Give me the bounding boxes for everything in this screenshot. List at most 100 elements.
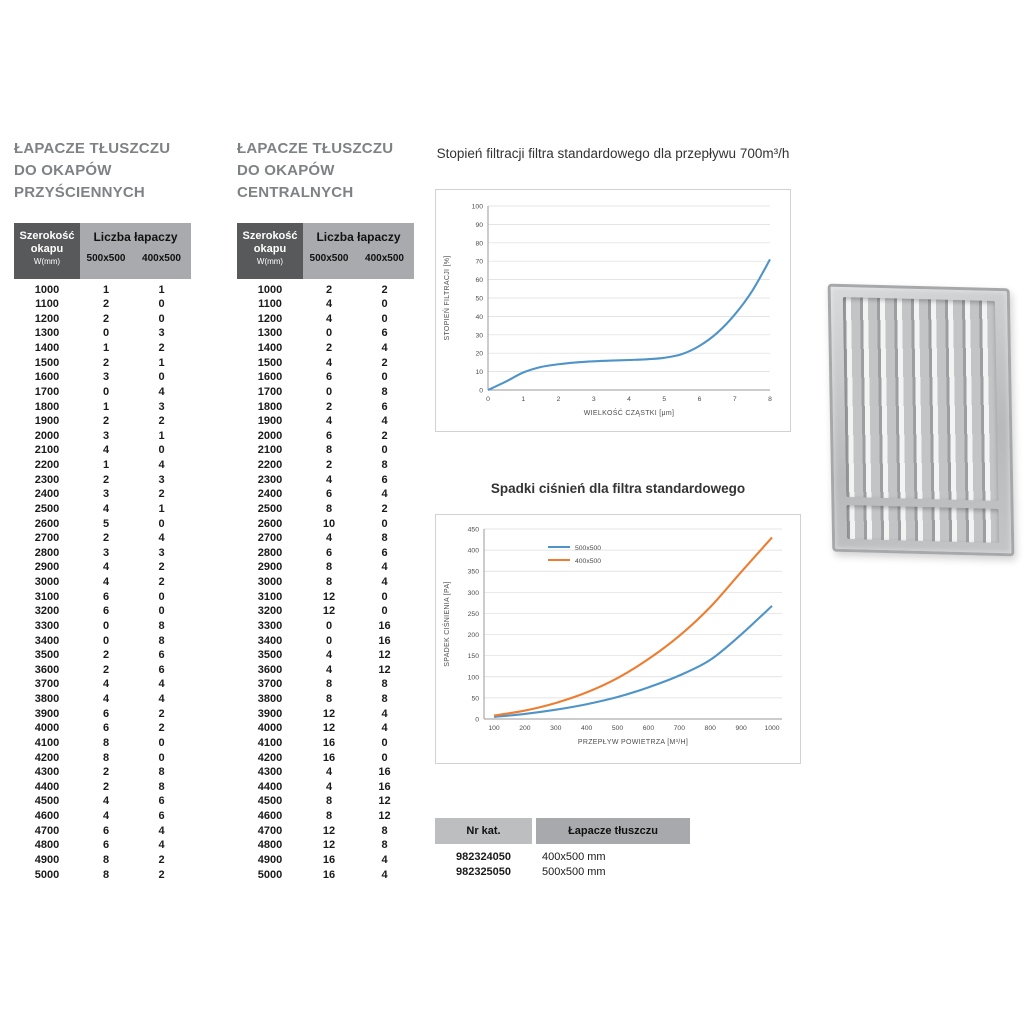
svg-text:4: 4 — [627, 396, 631, 403]
wall-title-line2: DO OKAPÓW — [14, 161, 112, 179]
table-row: 2600 5 0 — [34, 517, 165, 530]
svg-text:50: 50 — [471, 695, 479, 702]
table-row: 3500 4 12 — [257, 649, 391, 662]
table-row: 3000 4 2 — [34, 576, 165, 589]
col-header-500x500: 500x500 — [309, 253, 349, 265]
filter-baffles — [842, 297, 999, 501]
svg-text:60: 60 — [475, 277, 483, 284]
width-column-header: Szerokość okapu W(mm) — [237, 223, 303, 280]
table-row: 4200 8 0 — [34, 751, 165, 764]
svg-text:500x500: 500x500 — [575, 545, 601, 552]
svg-text:200: 200 — [519, 725, 531, 732]
wall-hoods-section: ŁAPACZE TŁUSZCZU DO OKAPÓW PRZYŚCIENNYCH… — [14, 138, 191, 882]
svg-text:200: 200 — [468, 632, 480, 639]
table-row: 2100 8 0 — [257, 444, 388, 457]
table-row: 4000 12 4 — [257, 722, 388, 735]
table-row: 4500 8 12 — [257, 795, 391, 808]
table-row: 3100 6 0 — [34, 590, 165, 603]
svg-text:10: 10 — [475, 369, 483, 376]
svg-text:PRZEPŁYW POWIETRZA [M³/H]: PRZEPŁYW POWIETRZA [M³/H] — [578, 739, 688, 746]
series-500x500 — [493, 605, 773, 718]
table-row: 1300 0 6 — [257, 327, 388, 340]
wall-title-line3: PRZYŚCIENNYCH — [14, 183, 145, 201]
table-row: 3600 4 12 — [257, 663, 391, 676]
table-row: 4600 4 6 — [34, 810, 165, 823]
table-row: 1700 0 4 — [34, 385, 165, 398]
table-row: 1400 2 4 — [257, 342, 388, 355]
svg-text:2: 2 — [557, 396, 561, 403]
central-hoods-section: ŁAPACZE TŁUSZCZU DO OKAPÓW CENTRALNYCH S… — [237, 138, 414, 882]
svg-text:5: 5 — [662, 396, 666, 403]
table-row: 1900 4 4 — [257, 415, 388, 428]
table-row: 3700 4 4 — [34, 678, 165, 691]
svg-text:500: 500 — [612, 725, 624, 732]
table-row: 2700 4 8 — [257, 532, 388, 545]
table-row: 1100 2 0 — [35, 298, 165, 311]
width-column-header: Szerokość okapu W(mm) — [14, 223, 80, 280]
svg-text:90: 90 — [475, 222, 483, 229]
catalog-row: 982324050 400x500 mm — [455, 850, 606, 863]
svg-text:WIELKOŚĆ CZĄSTKI [μm]: WIELKOŚĆ CZĄSTKI [μm] — [584, 408, 674, 417]
table-row: 1300 0 3 — [34, 327, 165, 340]
svg-text:STOPIEŃ FILTRACJI [%]: STOPIEŃ FILTRACJI [%] — [442, 256, 451, 341]
catalog-table-body: 982324050 400x500 mm 982325050 500x500 mm — [435, 849, 695, 879]
table-row: 4400 4 16 — [257, 780, 391, 793]
table-row: 2900 4 2 — [34, 561, 165, 574]
catalog-table-header: Nr kat. Łapacze tłuszczu — [435, 818, 695, 844]
table-row: 3200 6 0 — [34, 605, 165, 618]
table-row: 2900 8 4 — [257, 561, 388, 574]
table-row: 2500 4 1 — [34, 502, 165, 515]
svg-text:0: 0 — [479, 388, 483, 395]
svg-text:300: 300 — [468, 590, 480, 597]
table-row: 5000 8 2 — [34, 868, 165, 881]
table-row: 4900 16 4 — [257, 853, 388, 866]
table-row: 1000 1 1 — [34, 283, 165, 296]
table-row: 4300 4 16 — [257, 766, 391, 779]
svg-text:0: 0 — [486, 396, 490, 403]
svg-text:150: 150 — [468, 653, 480, 660]
pressure-chart-title: Spadki ciśnień dla filtra standardowego — [490, 481, 746, 496]
table-row: 2200 2 8 — [257, 459, 388, 472]
table-row: 4700 6 4 — [34, 824, 165, 837]
svg-text:800: 800 — [705, 725, 717, 732]
table-row: 3400 0 8 — [34, 634, 165, 647]
col-header-400x500: 400x500 — [365, 253, 404, 265]
wall-table-body: 1000 1 1 1100 2 0 1200 2 0 1300 0 3 1400 1 2 1500 2 1 1600… — [14, 282, 191, 882]
table-row: 1500 2 1 — [34, 356, 165, 369]
table-row: 4400 2 8 — [34, 780, 165, 793]
svg-text:70: 70 — [475, 259, 483, 266]
series-stopień-filtracji — [487, 258, 771, 391]
table-row: 2300 4 6 — [257, 473, 388, 486]
filtration-chart-section: Stopień filtracji filtra standardowego d… — [435, 146, 791, 432]
svg-text:400x500: 400x500 — [575, 558, 601, 565]
table-row: 2000 6 2 — [257, 429, 388, 442]
table-row: 1500 4 2 — [257, 356, 388, 369]
svg-text:50: 50 — [475, 296, 483, 303]
col-header-500x500: 500x500 — [86, 253, 126, 265]
svg-text:8: 8 — [768, 396, 772, 403]
central-title-line1: ŁAPACZE TŁUSZCZU — [237, 140, 394, 157]
filtration-degree-chart: 0 10 20 30 40 50 60 70 80 90 100 0 1 2 3 4 5 6 7 8 STOPIEŃ F… — [435, 189, 791, 432]
table-row: 3600 2 6 — [34, 663, 165, 676]
table-row: 3200 12 0 — [257, 605, 388, 618]
svg-text:100: 100 — [488, 725, 500, 732]
table-row: 2800 6 6 — [257, 546, 388, 559]
svg-text:400: 400 — [581, 725, 593, 732]
svg-text:600: 600 — [643, 725, 655, 732]
table-row: 3900 12 4 — [257, 707, 388, 720]
table-row: 1700 0 8 — [257, 385, 388, 398]
catalog-row: 982325050 500x500 mm — [455, 865, 606, 878]
catalog-number-header: Nr kat. — [435, 818, 532, 844]
table-row: 3500 2 6 — [34, 649, 165, 662]
table-row: 4500 4 6 — [34, 795, 165, 808]
count-column-header: Liczba łapaczy 500x500 400x500 — [80, 223, 191, 280]
svg-text:0: 0 — [475, 717, 479, 724]
central-table-header: Szerokość okapu W(mm) Liczba łapaczy 500… — [237, 223, 414, 280]
filter-baffles-bottom — [846, 504, 1000, 543]
count-column-header: Liczba łapaczy 500x500 400x500 — [303, 223, 414, 280]
table-row: 1200 4 0 — [257, 312, 388, 325]
svg-text:1: 1 — [521, 396, 525, 403]
svg-text:80: 80 — [475, 240, 483, 247]
central-title-line3: CENTRALNYCH — [237, 183, 354, 201]
